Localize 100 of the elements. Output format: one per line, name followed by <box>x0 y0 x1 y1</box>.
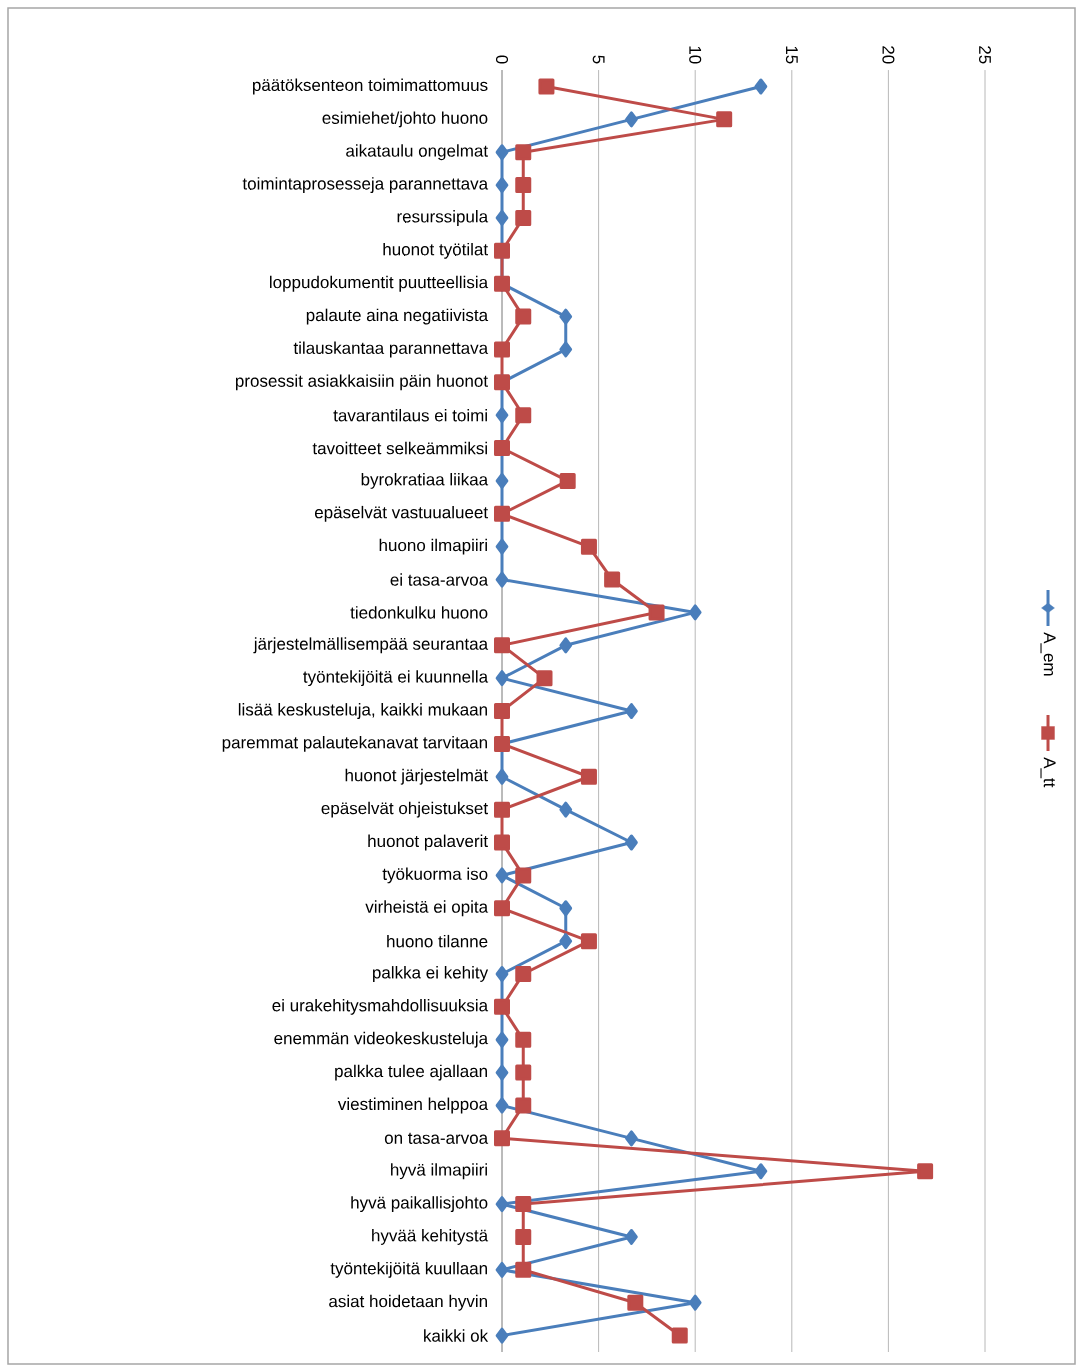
y-tick-label: huono tilanne <box>387 934 488 948</box>
point <box>495 768 509 785</box>
y-tick-label: huonot palaverit <box>368 834 488 851</box>
point <box>495 1327 509 1344</box>
y-tick-label: epäselvät vastuualueet <box>314 505 488 522</box>
point <box>515 867 532 884</box>
point <box>515 308 532 325</box>
point <box>495 538 509 555</box>
point <box>494 801 510 818</box>
y-tick-label: hyvää kehitystä <box>372 1229 489 1245</box>
x-tick-label: 25 <box>978 46 992 64</box>
x-tick-label: 0 <box>495 55 509 64</box>
point <box>716 111 733 128</box>
point <box>494 1130 510 1147</box>
point <box>538 78 555 95</box>
point <box>515 966 532 982</box>
point <box>515 1097 532 1114</box>
point <box>688 604 702 621</box>
x-tick-label: 15 <box>785 46 798 64</box>
point <box>625 834 638 851</box>
y-tick-label: aikataulu ongelmat <box>346 144 488 161</box>
legend-label: A_em <box>1040 632 1056 676</box>
y-tick-label: hyvä ilmapiiri <box>391 1163 487 1180</box>
y-tick-label: huono ilmapiiri <box>379 538 487 555</box>
y-tick-label: työntekijöitä kuullaan <box>330 1261 487 1278</box>
legend-label: A_tt <box>1040 757 1056 788</box>
y-tick-label: toimintaprosesseja parannettava <box>242 177 489 194</box>
y-tick-label: viestiminen helppoa <box>337 1097 489 1114</box>
point <box>495 1196 509 1213</box>
point <box>494 341 510 358</box>
point <box>688 1294 702 1311</box>
point <box>625 1228 638 1245</box>
y-tick-label: prosessit asiakkaisiin päin huonot <box>235 374 488 391</box>
point <box>917 1163 934 1180</box>
y-tick-label: asiat hoidetaan hyvin <box>329 1294 487 1311</box>
point <box>494 703 510 720</box>
point <box>604 571 621 588</box>
point <box>495 571 509 588</box>
point <box>515 1261 532 1278</box>
y-tick-label: on tasa-arvoa <box>384 1132 489 1144</box>
point <box>495 407 509 424</box>
y-tick-label: huonot järjestelmät <box>345 768 488 785</box>
y-tick-label: kaikki ok <box>424 1329 489 1342</box>
y-tick-label: lisää keskusteluja, kaikki mukaan <box>238 703 487 719</box>
point <box>494 637 510 654</box>
y-tick-label: tilauskantaa parannettava <box>293 341 489 358</box>
point <box>625 1130 638 1147</box>
point <box>494 834 510 851</box>
y-tick-label: ei tasa-arvoa <box>390 573 489 586</box>
y-tick-label: palaute aina negatiivista <box>306 308 489 325</box>
y-tick-label: päätöksenteon toimimattomuus <box>252 78 488 95</box>
point <box>536 670 553 687</box>
point <box>580 768 597 785</box>
point <box>495 1261 509 1278</box>
point <box>495 472 509 489</box>
y-tick-label: epäselvät ohjeistukset <box>321 801 488 818</box>
point <box>648 604 665 621</box>
point <box>515 407 532 424</box>
point <box>515 209 532 226</box>
y-tick-label: byrokratiaa liikaa <box>361 473 489 489</box>
y-tick-label: loppudokumentit puutteellisia <box>270 275 489 292</box>
y-tick-label: järjestelmällisempää seurantaa <box>253 637 489 654</box>
y-tick-label: ei urakehitysmahdollisuuksia <box>272 998 489 1015</box>
point <box>559 637 573 654</box>
point <box>495 209 509 226</box>
point <box>559 472 576 489</box>
point <box>495 1097 509 1114</box>
point <box>671 1327 688 1344</box>
point <box>515 1228 532 1245</box>
point <box>495 177 509 194</box>
point <box>495 1064 509 1081</box>
y-tick-label: työntekijöitä ei kuunnella <box>303 670 489 687</box>
y-tick-label: huonot työtilat <box>383 242 488 259</box>
point <box>754 78 768 95</box>
x-tick-label: 5 <box>592 55 605 64</box>
point <box>559 341 573 358</box>
y-tick-label: palkka ei kehity <box>373 966 489 982</box>
point <box>515 144 532 161</box>
y-tick-label: palkka tulee ajallaan <box>335 1064 487 1081</box>
point <box>495 966 509 982</box>
x-tick-label: 10 <box>689 46 702 64</box>
point <box>625 111 638 128</box>
y-tick-label: resurssipula <box>397 210 489 226</box>
y-tick-label: tiedonkulku huono <box>350 606 488 619</box>
point <box>515 177 532 194</box>
point <box>580 933 597 950</box>
y-tick-label: hyvä paikallisjohto <box>351 1196 488 1213</box>
point <box>515 1031 532 1048</box>
point <box>495 1031 509 1048</box>
y-tick-label: tavoitteet selkeämmiksi <box>312 441 487 455</box>
point <box>625 703 638 720</box>
point <box>515 1064 532 1081</box>
point <box>627 1294 644 1311</box>
y-tick-label: työkuorma iso <box>382 867 488 884</box>
point <box>559 933 573 950</box>
point <box>515 1196 532 1213</box>
y-tick-label: enemmän videokeskusteluja <box>274 1031 489 1048</box>
y-tick-label: virheistä ei opita <box>365 900 489 917</box>
point <box>559 801 573 818</box>
point <box>494 900 510 917</box>
